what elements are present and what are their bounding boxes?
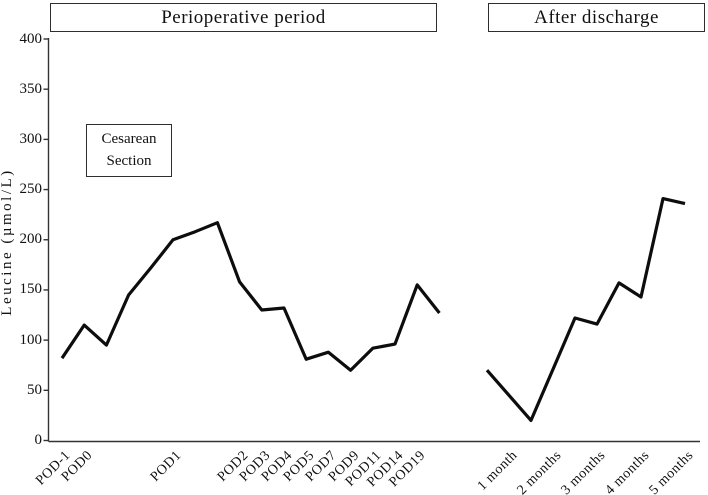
after-discharge-label: After discharge bbox=[534, 6, 659, 28]
data-line-after-discharge bbox=[485, 197, 686, 422]
y-tick-label: 250 bbox=[19, 181, 43, 198]
cesarean-section-annotation-box: Cesarean Section bbox=[86, 124, 172, 177]
y-tick-label: 50 bbox=[27, 381, 42, 398]
perioperative-period-label: Perioperative period bbox=[161, 6, 326, 28]
y-tick-label: 150 bbox=[19, 281, 43, 298]
y-tick-label: 200 bbox=[19, 231, 43, 248]
cesarean-annotation-line1: Cesarean bbox=[101, 130, 157, 147]
y-tick-label: 0 bbox=[34, 432, 43, 448]
cesarean-annotation-line2: Section bbox=[106, 152, 152, 169]
data-line-perioperative bbox=[60, 221, 441, 372]
y-tick-label: 100 bbox=[19, 331, 43, 348]
y-tick-label: 300 bbox=[19, 130, 43, 147]
perioperative-period-header-box: Perioperative period bbox=[50, 3, 437, 32]
y-tick-label: 400 bbox=[19, 30, 43, 47]
after-discharge-header-box: After discharge bbox=[488, 3, 705, 32]
y-tick-label: 350 bbox=[19, 80, 43, 97]
